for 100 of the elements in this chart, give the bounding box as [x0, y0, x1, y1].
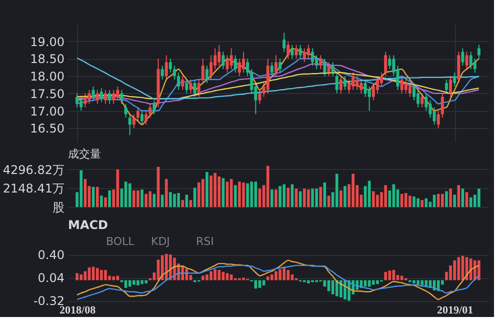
- bar: [344, 186, 346, 207]
- bar: [218, 270, 221, 280]
- candlestick: [246, 58, 250, 77]
- y-tick-label: 2148.41万: [2, 182, 64, 196]
- bar: [132, 190, 136, 207]
- candlestick: [286, 40, 290, 60]
- bar: [315, 188, 318, 207]
- text: KDJ: [151, 235, 170, 248]
- bar: [189, 200, 192, 207]
- bar: [262, 280, 266, 286]
- candlestick: [294, 44, 298, 60]
- candlestick: [177, 72, 180, 90]
- candlestick: [168, 58, 172, 74]
- bar: [368, 280, 371, 287]
- candlestick: [424, 92, 428, 112]
- bar: [132, 280, 136, 285]
- bar: [218, 176, 221, 207]
- candlestick: [96, 89, 99, 104]
- bar: [376, 280, 379, 284]
- candlestick: [270, 62, 274, 77]
- candlestick: [335, 72, 338, 94]
- candlestick: [100, 88, 103, 103]
- bar: [478, 188, 480, 207]
- bar: [457, 257, 460, 280]
- candlestick: [238, 58, 241, 77]
- bar: [80, 170, 83, 207]
- bar: [164, 254, 168, 280]
- bar: [210, 176, 212, 207]
- bar: [282, 184, 286, 207]
- candlestick: [352, 72, 355, 90]
- candlestick: [364, 79, 367, 98]
- y-tick-label: 17.50: [30, 86, 64, 101]
- bar: [274, 271, 278, 280]
- bar: [416, 198, 420, 207]
- candlestick: [258, 89, 262, 104]
- bar: [108, 190, 111, 207]
- candlestick: [306, 44, 310, 60]
- bar: [445, 191, 448, 207]
- candlestick: [311, 48, 314, 66]
- candlestick: [343, 76, 346, 90]
- y-tick-label: 18.50: [30, 52, 64, 66]
- bar: [206, 274, 208, 280]
- bar: [286, 270, 290, 280]
- y-tick-label: 17.00: [30, 104, 64, 118]
- candlestick: [197, 79, 200, 98]
- candlestick: [140, 110, 144, 126]
- candlestick: [461, 48, 464, 66]
- candlestick: [84, 92, 87, 108]
- bar: [270, 190, 274, 207]
- candlestick: [404, 79, 408, 94]
- bar: [465, 192, 468, 207]
- candlestick: [120, 89, 124, 104]
- bar: [254, 280, 258, 289]
- candlestick: [360, 79, 363, 94]
- bar: [364, 280, 367, 287]
- candlestick: [164, 54, 168, 80]
- candlestick: [116, 86, 120, 101]
- bar: [270, 274, 274, 280]
- candlestick: [124, 103, 128, 118]
- bar: [96, 268, 99, 280]
- text: BOLL: [106, 235, 136, 248]
- candlestick: [408, 82, 412, 98]
- candlestick: [185, 79, 188, 94]
- bar: [140, 280, 144, 284]
- bar: [222, 178, 225, 207]
- candlestick: [230, 48, 233, 70]
- candlestick: [327, 62, 330, 77]
- candlestick: [242, 51, 245, 74]
- candlestick: [416, 89, 420, 108]
- bar: [144, 280, 148, 284]
- candlestick: [193, 79, 196, 98]
- candlestick: [282, 32, 286, 52]
- bar: [307, 280, 310, 284]
- y-tick-label: 16.50: [30, 122, 64, 136]
- bar: [254, 182, 258, 207]
- candlestick: [278, 58, 282, 74]
- bar: [210, 271, 212, 280]
- bar: [128, 280, 132, 287]
- chart-title: MACD: [68, 218, 108, 232]
- bar: [202, 276, 204, 280]
- bar: [457, 185, 460, 207]
- bar: [404, 193, 408, 207]
- bar: [100, 270, 103, 280]
- candlestick: [112, 89, 116, 104]
- candlestick: [384, 51, 388, 77]
- bar: [327, 196, 330, 207]
- candlestick: [400, 76, 404, 94]
- bar: [164, 179, 168, 207]
- candlestick: [80, 96, 83, 112]
- bar: [124, 280, 128, 288]
- bar: [461, 188, 464, 207]
- bar: [412, 280, 416, 284]
- candlestick: [477, 44, 480, 60]
- candlestick: [298, 44, 302, 60]
- bar: [112, 276, 115, 280]
- bar: [376, 194, 379, 207]
- bar: [80, 274, 83, 280]
- bar: [266, 166, 270, 207]
- bar: [100, 196, 103, 207]
- bar: [331, 280, 334, 294]
